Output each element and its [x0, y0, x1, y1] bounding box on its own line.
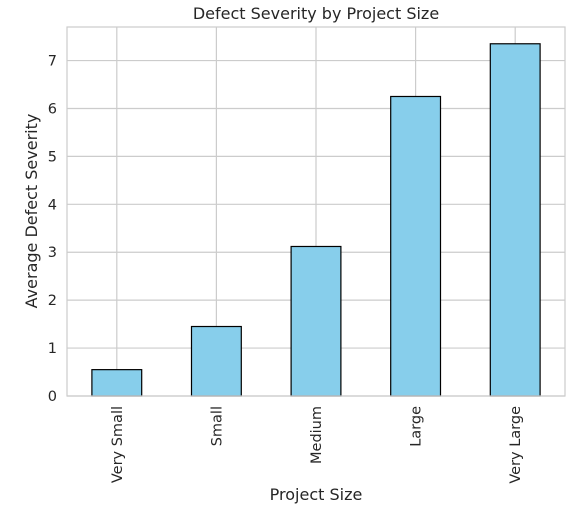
y-tick-label: 4 — [48, 197, 57, 213]
y-tick-label: 7 — [48, 54, 57, 70]
bar — [91, 369, 143, 397]
x-tick-label: Very Large — [508, 406, 524, 484]
y-tick-label: 5 — [48, 149, 57, 165]
y-tick-label: 6 — [48, 101, 57, 117]
x-tick-labels: Very Small Small Medium Large Very Large — [110, 406, 524, 484]
bar — [489, 43, 541, 397]
chart-title: Defect Severity by Project Size — [193, 4, 439, 23]
x-tick-label: Medium — [309, 406, 325, 464]
bar — [290, 245, 342, 397]
x-tick-label: Large — [409, 406, 425, 447]
y-tick-label: 0 — [48, 389, 57, 405]
x-tick-label: Very Small — [110, 406, 126, 483]
y-tick-labels: 0 1 2 3 4 5 6 7 — [48, 54, 57, 405]
y-tick-label: 3 — [48, 245, 57, 261]
bars — [91, 43, 541, 397]
x-tick-label: Small — [209, 406, 225, 446]
plot-frame — [66, 26, 566, 397]
x-axis-label: Project Size — [270, 485, 363, 504]
y-axis-label: Average Defect Severity — [22, 114, 41, 309]
y-tick-label: 2 — [48, 293, 57, 309]
y-tick-label: 1 — [48, 341, 57, 357]
bar — [190, 325, 242, 397]
bar — [390, 95, 442, 397]
